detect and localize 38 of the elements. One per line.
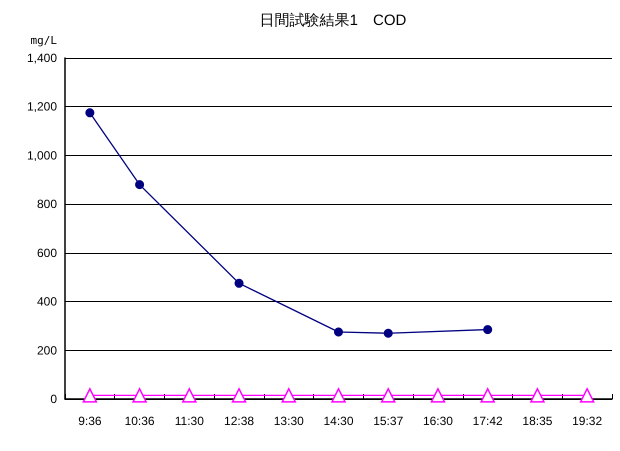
point (530, 388, 545, 403)
point (135, 180, 144, 190)
point (82, 388, 98, 403)
x-tick-label: 12:38 (224, 414, 254, 428)
x-tick-label: 13:30 (274, 414, 304, 428)
y-tick-label: 600 (36, 246, 58, 260)
y-tick-label: 1,200 (26, 100, 58, 114)
x-tick-label: 10:36 (124, 414, 155, 428)
x-tick-label: 15:37 (373, 414, 404, 428)
point (384, 328, 393, 338)
y-axis-title: mg/L (30, 34, 58, 47)
x-tick-label: 19:32 (572, 414, 602, 428)
point (334, 328, 343, 337)
y-tick-label: 200 (36, 343, 58, 358)
chart-title: 日間試験結果1 COD (260, 12, 406, 29)
x-tick-label: 18:35 (522, 414, 553, 428)
point (234, 278, 244, 288)
point (331, 388, 346, 403)
y-tick-label: 1,400 (26, 51, 58, 65)
x-tick-label: 11:30 (174, 414, 204, 428)
point (580, 388, 594, 403)
point (232, 388, 246, 403)
point (430, 388, 446, 403)
x-tick-label: 14:30 (323, 414, 354, 428)
x-tick-label: 9:36 (78, 414, 102, 428)
point (182, 388, 197, 403)
x-tick-label: 16:30 (422, 414, 454, 428)
point (282, 388, 296, 403)
point (132, 388, 147, 403)
point (85, 108, 94, 118)
point (480, 388, 495, 403)
y-tick-label: 800 (36, 197, 58, 212)
y-tick-label: 1,000 (26, 148, 58, 162)
x-tick-label: 17:42 (472, 414, 504, 428)
y-tick-label: 400 (36, 294, 58, 309)
point (483, 325, 492, 334)
y-tick-label: 0 (50, 392, 58, 406)
point (380, 388, 396, 403)
